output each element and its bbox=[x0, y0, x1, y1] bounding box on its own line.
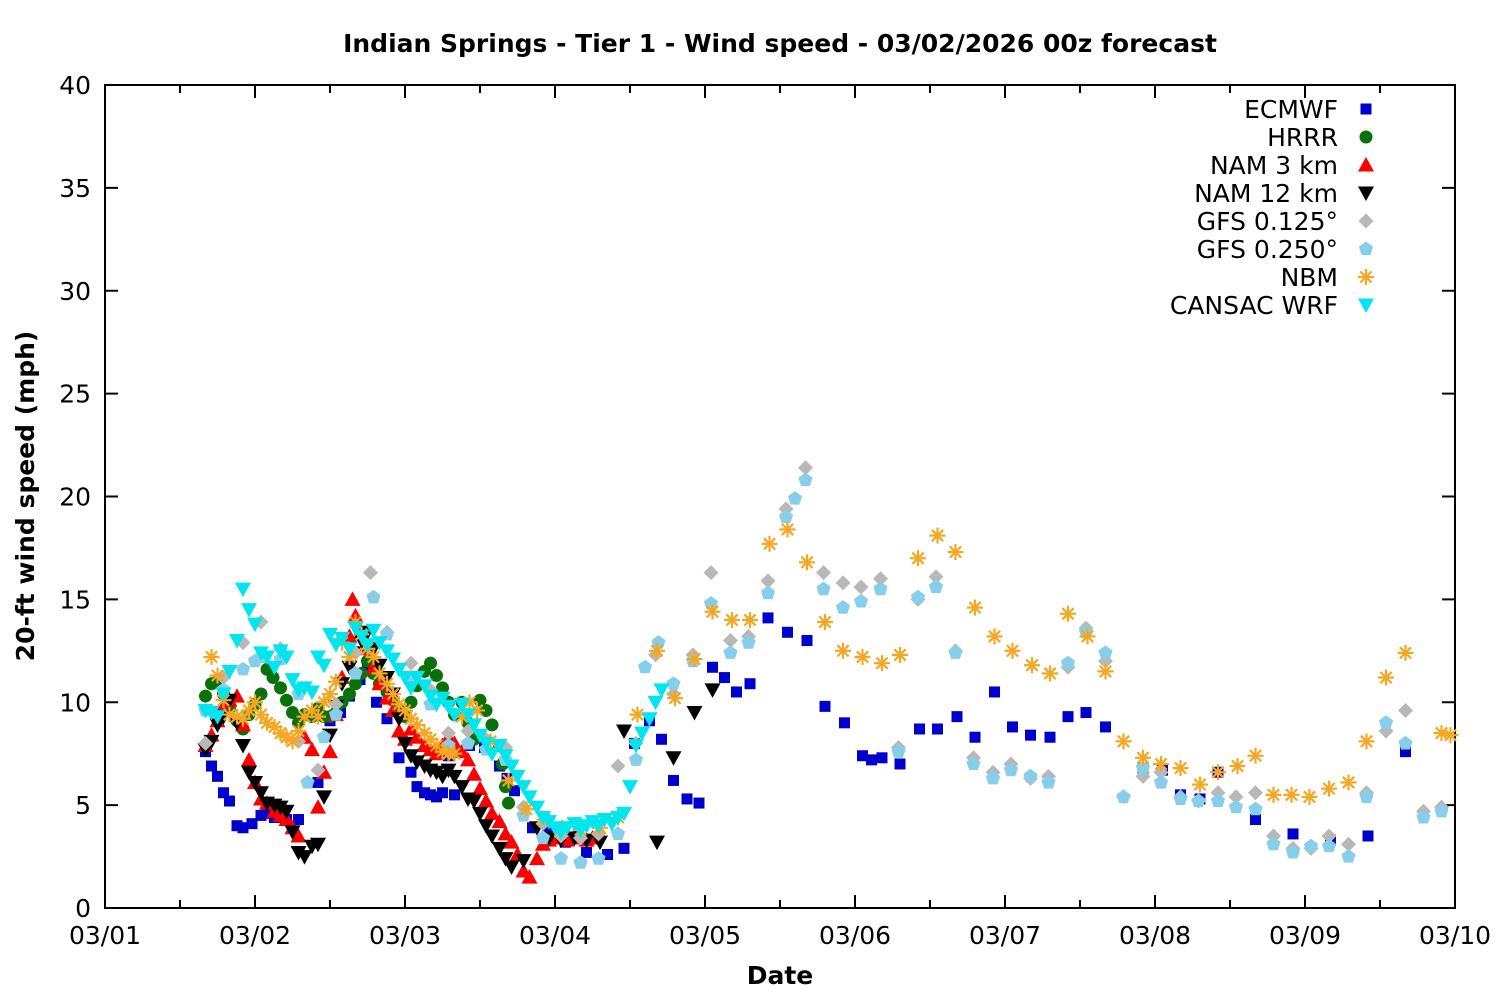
x-tick-label-03-06: 03/06 bbox=[819, 921, 891, 950]
legend-marker-hrrr-icon bbox=[1359, 130, 1373, 144]
legend-item-hrrr: HRRR bbox=[1267, 123, 1373, 152]
legend-label-nbm: NBM bbox=[1281, 263, 1338, 292]
x-tick-label-03-09: 03/09 bbox=[1269, 921, 1341, 950]
legend-marker-nam-12-km-icon bbox=[1358, 186, 1374, 201]
y-tick-label-30: 30 bbox=[59, 277, 91, 306]
legend-item-gfs-0-250: GFS 0.250° bbox=[1197, 235, 1374, 264]
chart-title: Indian Springs - Tier 1 - Wind speed - 0… bbox=[343, 29, 1217, 58]
legend-item-nbm: NBM bbox=[1281, 263, 1374, 292]
series-cansac-wrf bbox=[197, 582, 670, 840]
x-tick-label-03-08: 03/08 bbox=[1119, 921, 1191, 950]
legend-marker-ecmwf-icon bbox=[1360, 103, 1372, 115]
axis-ticks: 03/01 03/02 03/03 03/04 03/05 03/06 03/07 03/08… bbox=[59, 71, 1491, 950]
legend-item-ecmwf: ECMWF bbox=[1244, 95, 1372, 124]
legend-marker-cansac-wrf-icon bbox=[1358, 298, 1374, 313]
y-tick-label-40: 40 bbox=[59, 71, 91, 100]
y-tick-label-20: 20 bbox=[59, 483, 91, 512]
x-tick-label-03-03: 03/03 bbox=[369, 921, 441, 950]
legend-marker-nam-3-km-icon bbox=[1358, 157, 1374, 172]
y-tick-label-10: 10 bbox=[59, 688, 91, 717]
legend-label-nam-3-km: NAM 3 km bbox=[1210, 151, 1338, 180]
legend-label-hrrr: HRRR bbox=[1267, 123, 1338, 152]
x-tick-label-03-04: 03/04 bbox=[519, 921, 591, 950]
legend-label-cansac-wrf: CANSAC WRF bbox=[1170, 291, 1338, 320]
x-tick-label-03-01: 03/01 bbox=[69, 921, 141, 950]
series-gfs-0-250 bbox=[198, 472, 1449, 869]
series-ecmwf bbox=[200, 612, 1411, 861]
legend-marker-nbm-icon bbox=[1358, 269, 1374, 285]
x-tick-label-03-02: 03/02 bbox=[219, 921, 291, 950]
legend-marker-gfs-0-125-icon bbox=[1358, 213, 1374, 229]
series-gfs-0-125 bbox=[198, 460, 1449, 856]
legend-item-cansac-wrf: CANSAC WRF bbox=[1170, 291, 1374, 320]
legend-marker-gfs-0-250-icon bbox=[1358, 241, 1374, 256]
series-nbm bbox=[203, 521, 1459, 838]
legend-label-gfs-0-125: GFS 0.125° bbox=[1197, 207, 1338, 236]
legend-label-gfs-0-250: GFS 0.250° bbox=[1197, 235, 1338, 264]
legend-label-nam-12-km: NAM 12 km bbox=[1194, 179, 1338, 208]
legend-item-nam-3-km: NAM 3 km bbox=[1210, 151, 1374, 180]
y-tick-label-15: 15 bbox=[59, 585, 91, 614]
y-tick-label-5: 5 bbox=[75, 791, 91, 820]
y-tick-label-25: 25 bbox=[59, 380, 91, 409]
x-tick-label-03-10: 03/10 bbox=[1419, 921, 1491, 950]
data-points bbox=[197, 460, 1459, 884]
x-tick-label-03-07: 03/07 bbox=[969, 921, 1041, 950]
legend-label-ecmwf: ECMWF bbox=[1244, 95, 1338, 124]
x-axis-label: Date bbox=[747, 961, 814, 990]
legend-item-gfs-0-125: GFS 0.125° bbox=[1197, 207, 1374, 236]
x-tick-label-03-05: 03/05 bbox=[669, 921, 741, 950]
y-axis-label: 20-ft wind speed (mph) bbox=[11, 331, 40, 662]
y-tick-label-35: 35 bbox=[59, 174, 91, 203]
legend-item-nam-12-km: NAM 12 km bbox=[1194, 179, 1374, 208]
y-tick-label-0: 0 bbox=[75, 894, 91, 923]
